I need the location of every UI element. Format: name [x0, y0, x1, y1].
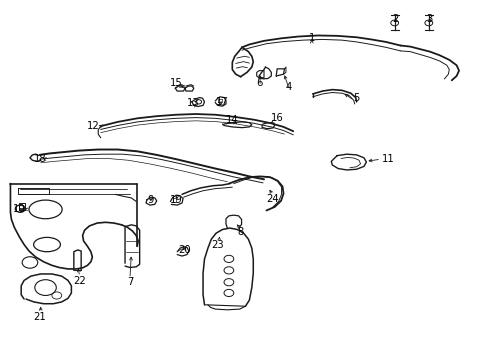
Text: 12: 12	[87, 121, 100, 131]
Text: 23: 23	[211, 239, 224, 249]
Text: 4: 4	[285, 82, 291, 92]
Text: 22: 22	[73, 276, 86, 286]
Text: 2: 2	[392, 14, 398, 24]
Text: 7: 7	[126, 277, 133, 287]
Text: 24: 24	[266, 194, 279, 204]
Text: 21: 21	[33, 312, 46, 322]
Text: 11: 11	[381, 154, 394, 164]
Text: 14: 14	[225, 115, 238, 125]
Text: 20: 20	[178, 245, 191, 255]
Text: 6: 6	[255, 78, 262, 88]
Text: 19: 19	[169, 195, 182, 205]
Text: 8: 8	[237, 227, 243, 237]
Text: 18: 18	[33, 154, 46, 164]
Text: 1: 1	[308, 33, 314, 43]
Text: 17: 17	[215, 97, 228, 107]
Text: 5: 5	[353, 93, 359, 103]
Text: 13: 13	[186, 98, 199, 108]
Text: 15: 15	[169, 78, 182, 88]
Text: 16: 16	[271, 113, 284, 123]
Text: 9: 9	[147, 195, 154, 205]
Text: 3: 3	[426, 14, 432, 24]
Text: 10: 10	[13, 204, 25, 215]
